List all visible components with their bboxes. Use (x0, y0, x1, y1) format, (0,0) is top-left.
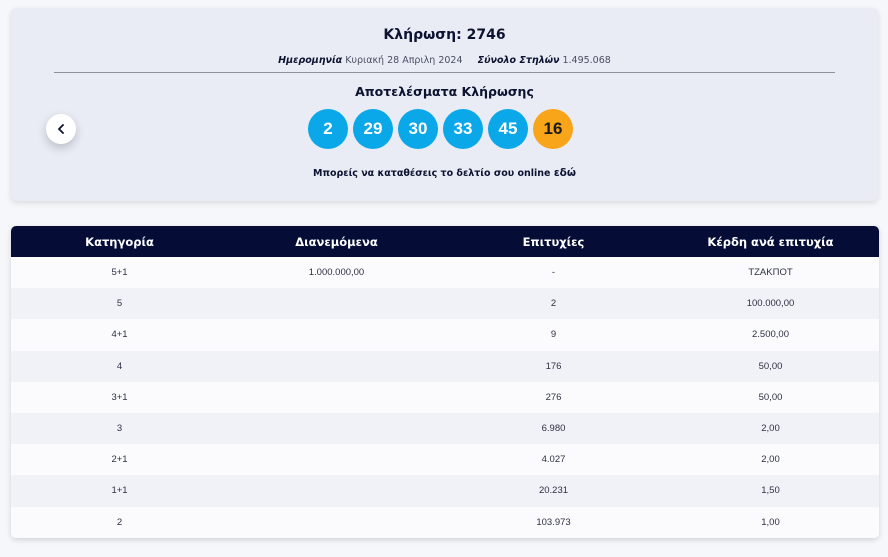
winning-numbers: 2 29 30 33 45 16 (308, 109, 573, 149)
cell-distributed: 1.000.000,00 (308, 267, 365, 279)
table-row: 2+1 4.027 2,00 (11, 444, 879, 476)
draw-card: Κλήρωση: 2746 Ημερομηνία Κυριακή 28 Απρι… (11, 8, 878, 201)
cell-distributed (228, 319, 445, 350)
cell-distributed (228, 382, 445, 413)
cell-winners: 4.027 (541, 454, 566, 466)
cell-winners: - (551, 267, 556, 279)
cell-prize: 50,00 (758, 360, 783, 372)
number-ball: 2 (308, 109, 348, 149)
table-row: 5+1 1.000.000,00 - ΤΖΑΚΠΟΤ (11, 257, 879, 289)
cell-winners: 9 (550, 329, 557, 341)
date-label: Ημερομηνία (278, 55, 343, 66)
cell-winners: 103.973 (536, 516, 571, 528)
cell-winners: 276 (545, 391, 562, 403)
table-row: 4+1 9 2.500,00 (11, 319, 879, 351)
number-ball: 45 (488, 109, 528, 149)
cell-prize: 1,50 (761, 485, 780, 497)
header-prize-per-winner: Κέρδη ανά επιτυχία (707, 234, 834, 249)
cell-prize: 2,00 (761, 423, 780, 435)
prize-table: Κατηγορία Διανεμόμενα Επιτυχίες Κέρδη αν… (11, 226, 879, 538)
cell-winners: 2 (550, 298, 557, 310)
date-value: Κυριακή 28 Απριλη 2024 (345, 55, 463, 66)
cell-category: 3+1 (111, 391, 128, 403)
cell-distributed (228, 444, 445, 475)
cell-prize: 2,00 (761, 454, 780, 466)
cell-category: 2+1 (111, 454, 128, 466)
cell-category: 2 (116, 516, 123, 528)
chevron-left-icon (58, 124, 64, 134)
cell-distributed (228, 288, 445, 319)
joker-ball: 16 (533, 109, 573, 149)
draw-meta: Ημερομηνία Κυριακή 28 Απριλη 2024 Σύνολο… (11, 55, 878, 66)
cell-winners: 6.980 (541, 423, 566, 435)
draw-title: Κλήρωση: 2746 (383, 27, 506, 43)
number-ball: 30 (398, 109, 438, 149)
columns-label: Σύνολο Στηλών (477, 55, 560, 66)
table-header-row: Κατηγορία Διανεμόμενα Επιτυχίες Κέρδη αν… (11, 226, 879, 257)
cell-distributed (228, 507, 445, 538)
header-distributed: Διανεμόμενα (295, 234, 378, 249)
cta-text: Μπορείς να καταθέσεις το δελτίο σου onli… (312, 168, 551, 179)
cell-winners: 176 (545, 360, 562, 372)
table-row: 2 103.973 1,00 (11, 506, 879, 538)
header-category: Κατηγορία (85, 234, 154, 249)
online-cta: Μπορείς να καταθέσεις το δελτίο σου onli… (11, 167, 878, 179)
cell-category: 1+1 (111, 485, 128, 497)
cell-prize: ΤΖΑΚΠΟΤ (748, 267, 793, 279)
table-row: 1+1 20.231 1,50 (11, 475, 879, 507)
cell-category: 4 (116, 360, 123, 372)
number-ball: 29 (353, 109, 393, 149)
columns-value: 1.495.068 (562, 55, 611, 66)
table-row: 5 2 100.000,00 (11, 288, 879, 320)
table-row: 3 6.980 2,00 (11, 412, 879, 445)
cell-distributed (228, 351, 445, 382)
cell-prize: 50,00 (758, 391, 783, 403)
table-row: 4 176 50,00 (11, 350, 879, 382)
cell-prize: 100.000,00 (746, 298, 795, 310)
cell-category: 5+1 (111, 267, 128, 279)
cell-category: 3 (116, 423, 123, 435)
previous-draw-button[interactable] (46, 114, 76, 144)
cell-prize: 1,00 (761, 516, 780, 528)
cell-distributed (228, 413, 445, 444)
results-title: Αποτελέσματα Κλήρωσης (355, 84, 534, 99)
cell-distributed (228, 475, 445, 506)
cell-winners: 20.231 (538, 485, 569, 497)
table-row: 3+1 276 50,00 (11, 381, 879, 413)
cta-link[interactable]: εδώ (553, 167, 576, 179)
number-ball: 33 (443, 109, 483, 149)
cell-category: 5 (116, 298, 123, 310)
header-winners: Επιτυχίες (522, 234, 585, 249)
cell-prize: 2.500,00 (752, 329, 789, 341)
divider (54, 72, 835, 73)
cell-category: 4+1 (111, 329, 128, 341)
